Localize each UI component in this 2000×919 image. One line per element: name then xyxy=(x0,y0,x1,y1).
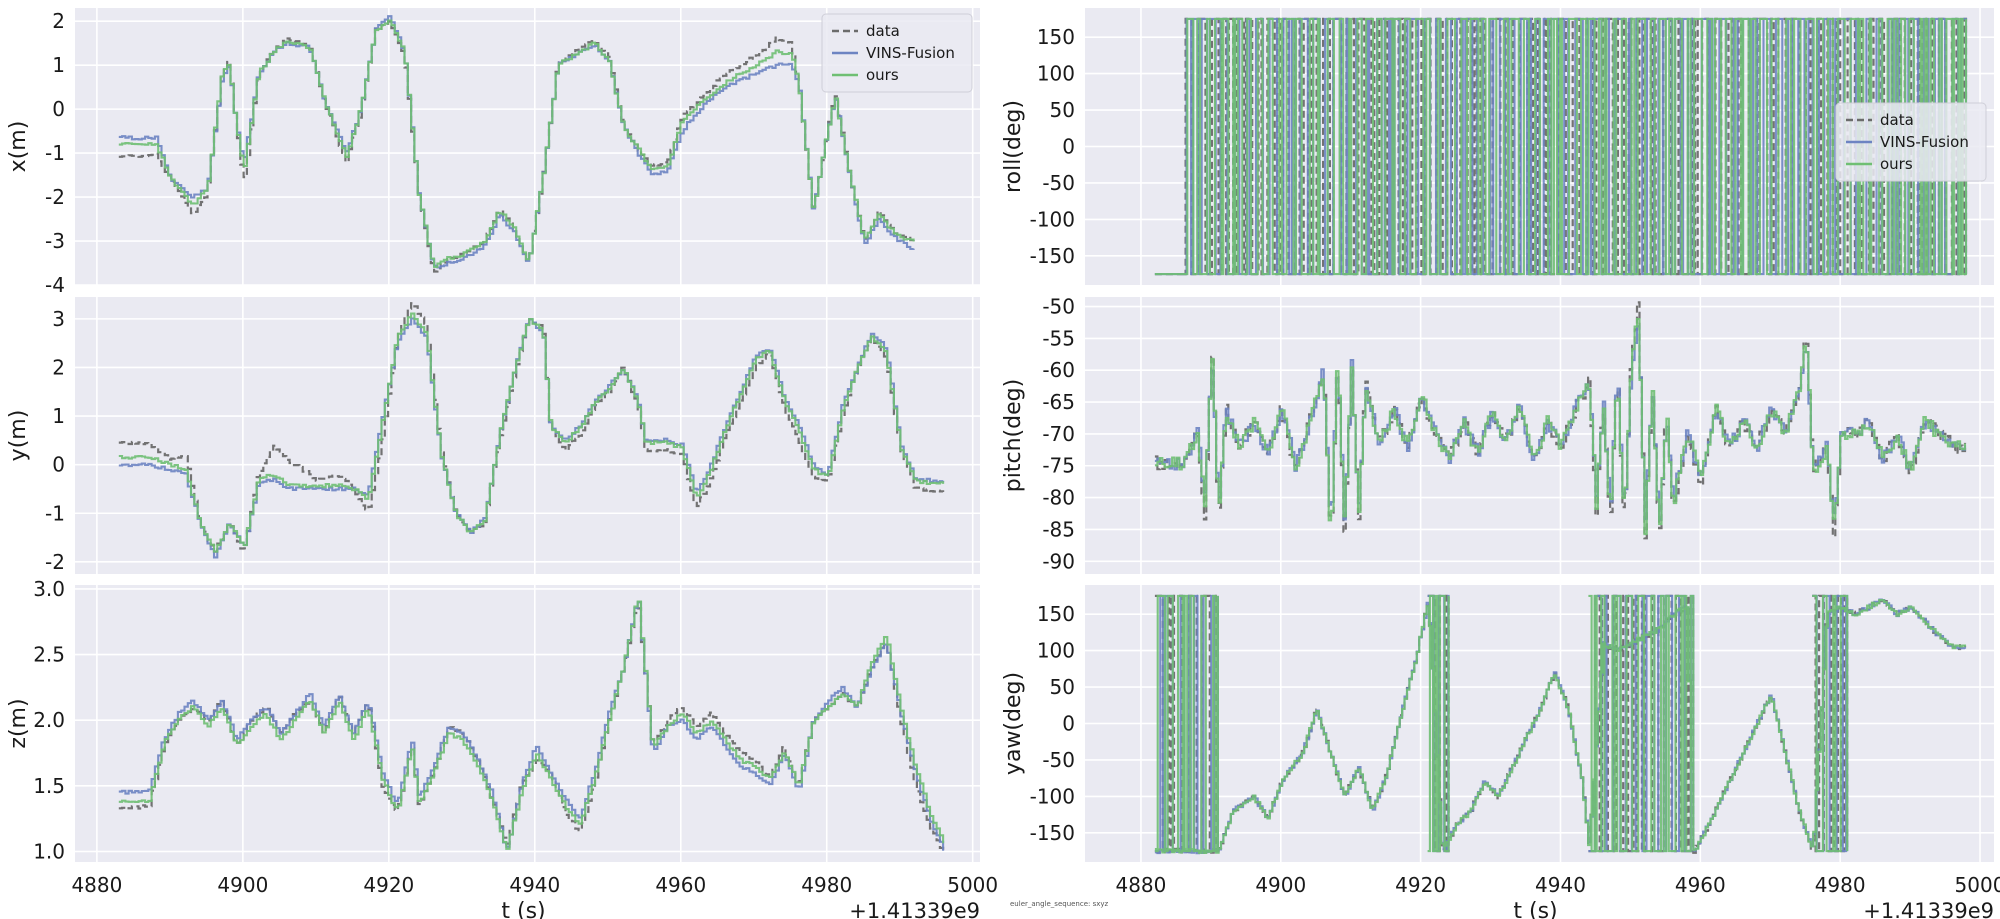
y-ytick-label: 0 xyxy=(52,453,65,477)
x-ylabel: x(m) xyxy=(6,121,31,173)
roll-ytick-label: 0 xyxy=(1062,135,1075,159)
z-xtick-label: 4960 xyxy=(655,873,706,897)
yaw-series-group xyxy=(1154,594,1967,855)
yaw-ytick-label: -150 xyxy=(1030,821,1075,845)
x-series-ours xyxy=(118,19,915,269)
roll-series-ours xyxy=(1154,17,1968,276)
yaw-ytick-label: -100 xyxy=(1030,784,1075,808)
pitch-series-ours xyxy=(1154,318,1967,536)
legend-frame xyxy=(1835,102,1987,182)
legend-label-vinsfusion: VINS-Fusion xyxy=(1880,133,1969,151)
z-ytick-label: 1.0 xyxy=(33,839,65,863)
z-panel: 3.0 2.5 2.0 1.5 1.0 z(m) 4880 4900 4920 4940 4960 4… xyxy=(6,577,998,919)
roll-panel: 150 100 50 0 -50 -100 -150 roll(deg) data VINS-Fu… xyxy=(1001,8,1994,285)
z-xtick-label: 4900 xyxy=(217,873,268,897)
z-plot-area xyxy=(75,585,980,862)
euler-angle-footnote: euler_angle_sequence: sxyz xyxy=(1010,900,1109,908)
roll-ytick-label: 150 xyxy=(1037,25,1075,49)
pitch-ytick-label: -75 xyxy=(1042,454,1075,478)
z-xtick-label: 4980 xyxy=(801,873,852,897)
z-ytick-label: 2.0 xyxy=(33,708,65,732)
legend-label-ours: ours xyxy=(1880,155,1913,173)
z-xtick-label: 4880 xyxy=(71,873,122,897)
yaw-xtick-label: 4940 xyxy=(1535,873,1586,897)
z-xlabel: t (s) xyxy=(501,899,545,919)
y-ytick-label: 1 xyxy=(52,404,65,428)
x-ytick-label: -4 xyxy=(45,273,65,297)
yaw-ytick-label: 50 xyxy=(1050,675,1075,699)
y-series-group xyxy=(118,302,945,559)
z-ytick-label: 3.0 xyxy=(33,577,65,601)
roll-ytick-label: -150 xyxy=(1030,244,1075,268)
x-series-group xyxy=(118,15,915,273)
pitch-ytick-label: -80 xyxy=(1042,486,1075,510)
z-xtick-label: 4940 xyxy=(509,873,560,897)
z-ylabel: z(m) xyxy=(6,698,31,748)
yaw-ylabel: yaw(deg) xyxy=(1001,672,1026,775)
x-ytick-label: 0 xyxy=(52,97,65,121)
yaw-xtick-label: 4880 xyxy=(1115,873,1166,897)
roll-series-group xyxy=(1154,17,1968,276)
yaw-panel: 150 100 50 0 -50 -100 -150 yaw(deg) 4880 4900 4920… xyxy=(1001,585,2000,919)
z-ytick-label: 2.5 xyxy=(33,643,65,667)
pitch-ytick-label: -65 xyxy=(1042,390,1075,414)
pitch-ytick-label: -60 xyxy=(1042,358,1075,382)
z-xtick-label: 5000 xyxy=(947,873,998,897)
pitch-ytick-label: -70 xyxy=(1042,422,1075,446)
y-series-ours xyxy=(118,312,945,553)
yaw-xtick-label: 4920 xyxy=(1395,873,1446,897)
y-ylabel: y(m) xyxy=(6,410,31,462)
y-panel: 3 2 1 0 -1 -2 y(m) xyxy=(6,297,980,574)
yaw-xlabel: t (s) xyxy=(1513,899,1557,919)
yaw-xtick-label: 4980 xyxy=(1815,873,1866,897)
roll-ytick-label: -100 xyxy=(1030,207,1075,231)
z-series-ours xyxy=(118,600,945,850)
legend-label-ours: ours xyxy=(866,66,899,84)
y-plot-area xyxy=(75,297,980,574)
roll-ytick-label: -50 xyxy=(1042,171,1075,195)
yaw-xtick-label: 5000 xyxy=(1955,873,2000,897)
legend-label-data: data xyxy=(866,22,900,40)
yaw-ytick-label: 100 xyxy=(1037,639,1075,663)
z-series-group xyxy=(118,600,945,852)
legend-label-data: data xyxy=(1880,111,1914,129)
y-ytick-label: 3 xyxy=(52,307,65,331)
legend-label-vinsfusion: VINS-Fusion xyxy=(866,44,955,62)
pitch-panel: -50 -55 -60 -65 -70 -75 -80 -85 -90 pitch(deg) xyxy=(1001,295,1994,574)
yaw-ytick-label: -50 xyxy=(1042,748,1075,772)
x-ytick-label: -1 xyxy=(45,141,65,165)
yaw-offset-text: +1.41339e9 xyxy=(1863,899,1994,919)
pitch-series-group xyxy=(1154,301,1967,540)
yaw-xtick-label: 4900 xyxy=(1255,873,1306,897)
yaw-xtick-label: 4960 xyxy=(1675,873,1726,897)
roll-ytick-label: 100 xyxy=(1037,62,1075,86)
x-legend: data VINS-Fusion ours xyxy=(821,13,973,93)
roll-legend: data VINS-Fusion ours xyxy=(1835,102,1987,182)
yaw-ytick-label: 150 xyxy=(1037,602,1075,626)
roll-ytick-label: 50 xyxy=(1050,98,1075,122)
z-xtick-label: 4920 xyxy=(363,873,414,897)
y-ytick-label: -1 xyxy=(45,501,65,525)
pitch-ytick-label: -90 xyxy=(1042,549,1075,573)
x-ytick-label: 2 xyxy=(52,9,65,33)
roll-ylabel: roll(deg) xyxy=(1001,100,1026,193)
yaw-ytick-label: 0 xyxy=(1062,712,1075,736)
z-offset-text: +1.41339e9 xyxy=(849,899,980,919)
z-ytick-label: 1.5 xyxy=(33,774,65,798)
yaw-series-ours xyxy=(1154,594,1967,854)
x-ytick-label: -3 xyxy=(45,229,65,253)
x-ytick-label: -2 xyxy=(45,185,65,209)
legend-frame xyxy=(821,13,973,93)
pitch-ytick-label: -50 xyxy=(1042,295,1075,319)
y-ytick-label: 2 xyxy=(52,355,65,379)
pitch-ylabel: pitch(deg) xyxy=(1001,379,1026,492)
x-panel: 2 1 0 -1 -2 -3 -4 x(m) data VINS-Fusion ours xyxy=(6,8,980,297)
pitch-ytick-label: -55 xyxy=(1042,326,1075,350)
x-ytick-label: 1 xyxy=(52,53,65,77)
x-series-data xyxy=(118,20,915,273)
pitch-ytick-label: -85 xyxy=(1042,517,1075,541)
y-ytick-label: -2 xyxy=(45,550,65,574)
